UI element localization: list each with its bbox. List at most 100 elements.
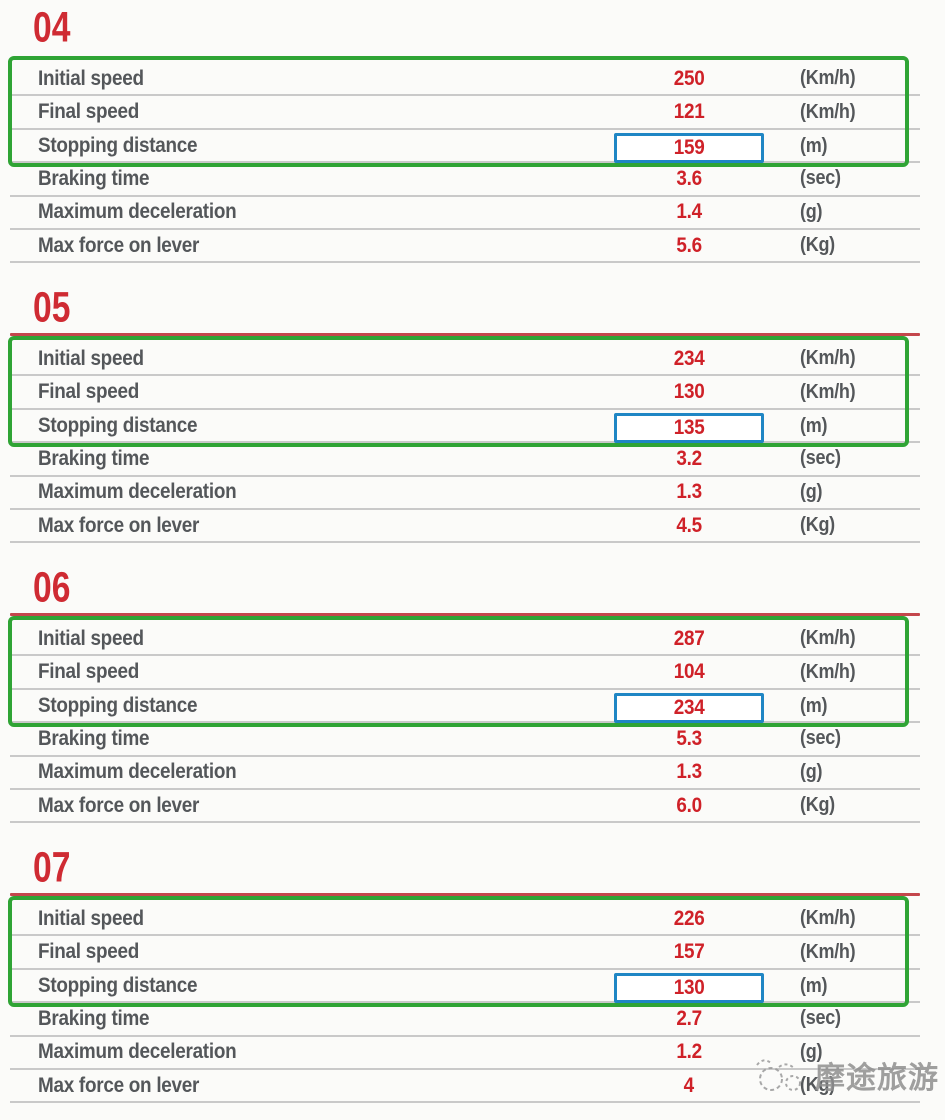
row-unit: (Kg) bbox=[800, 794, 835, 817]
row-value: 1.3 bbox=[676, 760, 702, 784]
row-label: Stopping distance bbox=[38, 414, 198, 438]
row-unit: (sec) bbox=[800, 1007, 841, 1030]
table-row-max-force: Max force on lever 6.0 (Kg) bbox=[10, 790, 920, 824]
row-value: 159 bbox=[673, 135, 705, 159]
row-label: Braking time bbox=[38, 166, 150, 190]
row-unit: (Kg) bbox=[800, 1074, 835, 1097]
test-section-05: 05 Initial speed 234 (Km/h) Final speed … bbox=[0, 280, 945, 560]
row-label: Maximum deceleration bbox=[38, 1040, 237, 1064]
row-value: 130 bbox=[673, 380, 705, 404]
row-label: Initial speed bbox=[38, 346, 144, 370]
test-section-07: 07 Initial speed 226 (Km/h) Final speed … bbox=[0, 840, 945, 1120]
stopping-distance-highlight-box: 130 bbox=[614, 972, 764, 1003]
table-row-max-deceleration: Maximum deceleration 1.4 (g) bbox=[10, 197, 920, 230]
section-number: 04 bbox=[33, 2, 71, 52]
row-unit: (m) bbox=[800, 414, 828, 437]
section-number: 06 bbox=[33, 562, 71, 612]
red-rule-divider bbox=[10, 893, 920, 896]
results-table: Initial speed 287 (Km/h) Final speed 104… bbox=[8, 616, 920, 824]
row-unit: (Kg) bbox=[800, 234, 835, 257]
row-label: Initial speed bbox=[38, 626, 144, 650]
row-unit: (g) bbox=[800, 1040, 823, 1063]
row-unit: (Km/h) bbox=[800, 100, 856, 123]
table-row-final-speed: Final speed 104 (Km/h) bbox=[10, 656, 920, 690]
row-label: Initial speed bbox=[38, 906, 144, 930]
row-label: Stopping distance bbox=[38, 694, 198, 718]
results-table: Initial speed 250 (Km/h) Final speed 121… bbox=[8, 56, 920, 264]
section-number: 07 bbox=[33, 842, 71, 892]
row-value: 4.5 bbox=[676, 513, 702, 537]
row-label: Max force on lever bbox=[38, 793, 200, 817]
table-row-braking-time: Braking time 3.2 (sec) bbox=[10, 443, 920, 477]
table-row-braking-time: Braking time 2.7 (sec) bbox=[10, 1003, 920, 1037]
row-unit: (Km/h) bbox=[800, 627, 856, 650]
row-value: 234 bbox=[673, 346, 705, 370]
table-row-braking-time: Braking time 3.6 (sec) bbox=[10, 163, 920, 197]
table-row-max-force: Max force on lever 4 (Kg) bbox=[10, 1070, 920, 1104]
row-label: Maximum deceleration bbox=[38, 480, 237, 504]
table-row-initial-speed: Initial speed 226 (Km/h) bbox=[10, 903, 920, 937]
section-header: 07 bbox=[0, 840, 945, 892]
row-unit: (sec) bbox=[800, 167, 841, 190]
row-label: Stopping distance bbox=[38, 134, 198, 158]
table-row-max-deceleration: Maximum deceleration 1.2 (g) bbox=[10, 1037, 920, 1070]
table-row-max-deceleration: Maximum deceleration 1.3 (g) bbox=[10, 477, 920, 510]
stopping-distance-highlight-box: 159 bbox=[614, 132, 764, 163]
row-label: Maximum deceleration bbox=[38, 760, 237, 784]
row-value: 157 bbox=[673, 940, 705, 964]
row-value: 1.4 bbox=[676, 200, 702, 224]
row-unit: (Km/h) bbox=[800, 660, 856, 683]
section-number: 05 bbox=[33, 282, 71, 332]
table-row-stopping-distance: Stopping distance 234 (m) bbox=[10, 690, 920, 724]
row-value: 2.7 bbox=[676, 1006, 702, 1030]
row-value: 226 bbox=[673, 906, 705, 930]
row-value: 121 bbox=[673, 100, 705, 124]
row-unit: (sec) bbox=[800, 727, 841, 750]
row-unit: (g) bbox=[800, 480, 823, 503]
results-table: Initial speed 226 (Km/h) Final speed 157… bbox=[8, 896, 920, 1104]
row-value: 250 bbox=[673, 66, 705, 90]
row-unit: (sec) bbox=[800, 447, 841, 470]
test-section-04: 04 Initial speed 250 (Km/h) Final speed … bbox=[0, 0, 945, 280]
row-label: Final speed bbox=[38, 940, 140, 964]
table-row-initial-speed: Initial speed 234 (Km/h) bbox=[10, 343, 920, 377]
test-section-06: 06 Initial speed 287 (Km/h) Final speed … bbox=[0, 560, 945, 840]
row-value: 3.2 bbox=[676, 446, 702, 470]
row-label: Braking time bbox=[38, 1006, 150, 1030]
table-row-initial-speed: Initial speed 287 (Km/h) bbox=[10, 623, 920, 657]
row-value: 104 bbox=[673, 660, 705, 684]
red-rule-divider bbox=[10, 613, 920, 616]
row-label: Max force on lever bbox=[38, 233, 200, 257]
row-value: 3.6 bbox=[676, 166, 702, 190]
section-header: 04 bbox=[0, 0, 945, 52]
row-unit: (m) bbox=[800, 694, 828, 717]
row-value: 287 bbox=[673, 626, 705, 650]
table-row-stopping-distance: Stopping distance 159 (m) bbox=[10, 130, 920, 164]
row-value: 135 bbox=[673, 415, 705, 439]
table-row-final-speed: Final speed 130 (Km/h) bbox=[10, 376, 920, 410]
row-unit: (Km/h) bbox=[800, 67, 856, 90]
row-value: 5.3 bbox=[676, 726, 702, 750]
section-header: 05 bbox=[0, 280, 945, 332]
row-value: 5.6 bbox=[676, 233, 702, 257]
row-unit: (g) bbox=[800, 200, 823, 223]
row-label: Braking time bbox=[38, 446, 150, 470]
results-table: Initial speed 234 (Km/h) Final speed 130… bbox=[8, 336, 920, 544]
red-rule-divider bbox=[10, 333, 920, 336]
section-header: 06 bbox=[0, 560, 945, 612]
table-row-final-speed: Final speed 121 (Km/h) bbox=[10, 96, 920, 130]
row-label: Stopping distance bbox=[38, 974, 198, 998]
row-label: Max force on lever bbox=[38, 1073, 200, 1097]
row-unit: (Kg) bbox=[800, 514, 835, 537]
row-value: 6.0 bbox=[676, 793, 702, 817]
row-unit: (m) bbox=[800, 134, 828, 157]
row-unit: (m) bbox=[800, 974, 828, 997]
row-unit: (g) bbox=[800, 760, 823, 783]
row-value: 234 bbox=[673, 695, 705, 719]
row-label: Maximum deceleration bbox=[38, 200, 237, 224]
row-unit: (Km/h) bbox=[800, 380, 856, 403]
stopping-distance-highlight-box: 234 bbox=[614, 692, 764, 723]
row-label: Braking time bbox=[38, 726, 150, 750]
table-row-max-force: Max force on lever 4.5 (Kg) bbox=[10, 510, 920, 544]
row-value: 130 bbox=[673, 975, 705, 999]
